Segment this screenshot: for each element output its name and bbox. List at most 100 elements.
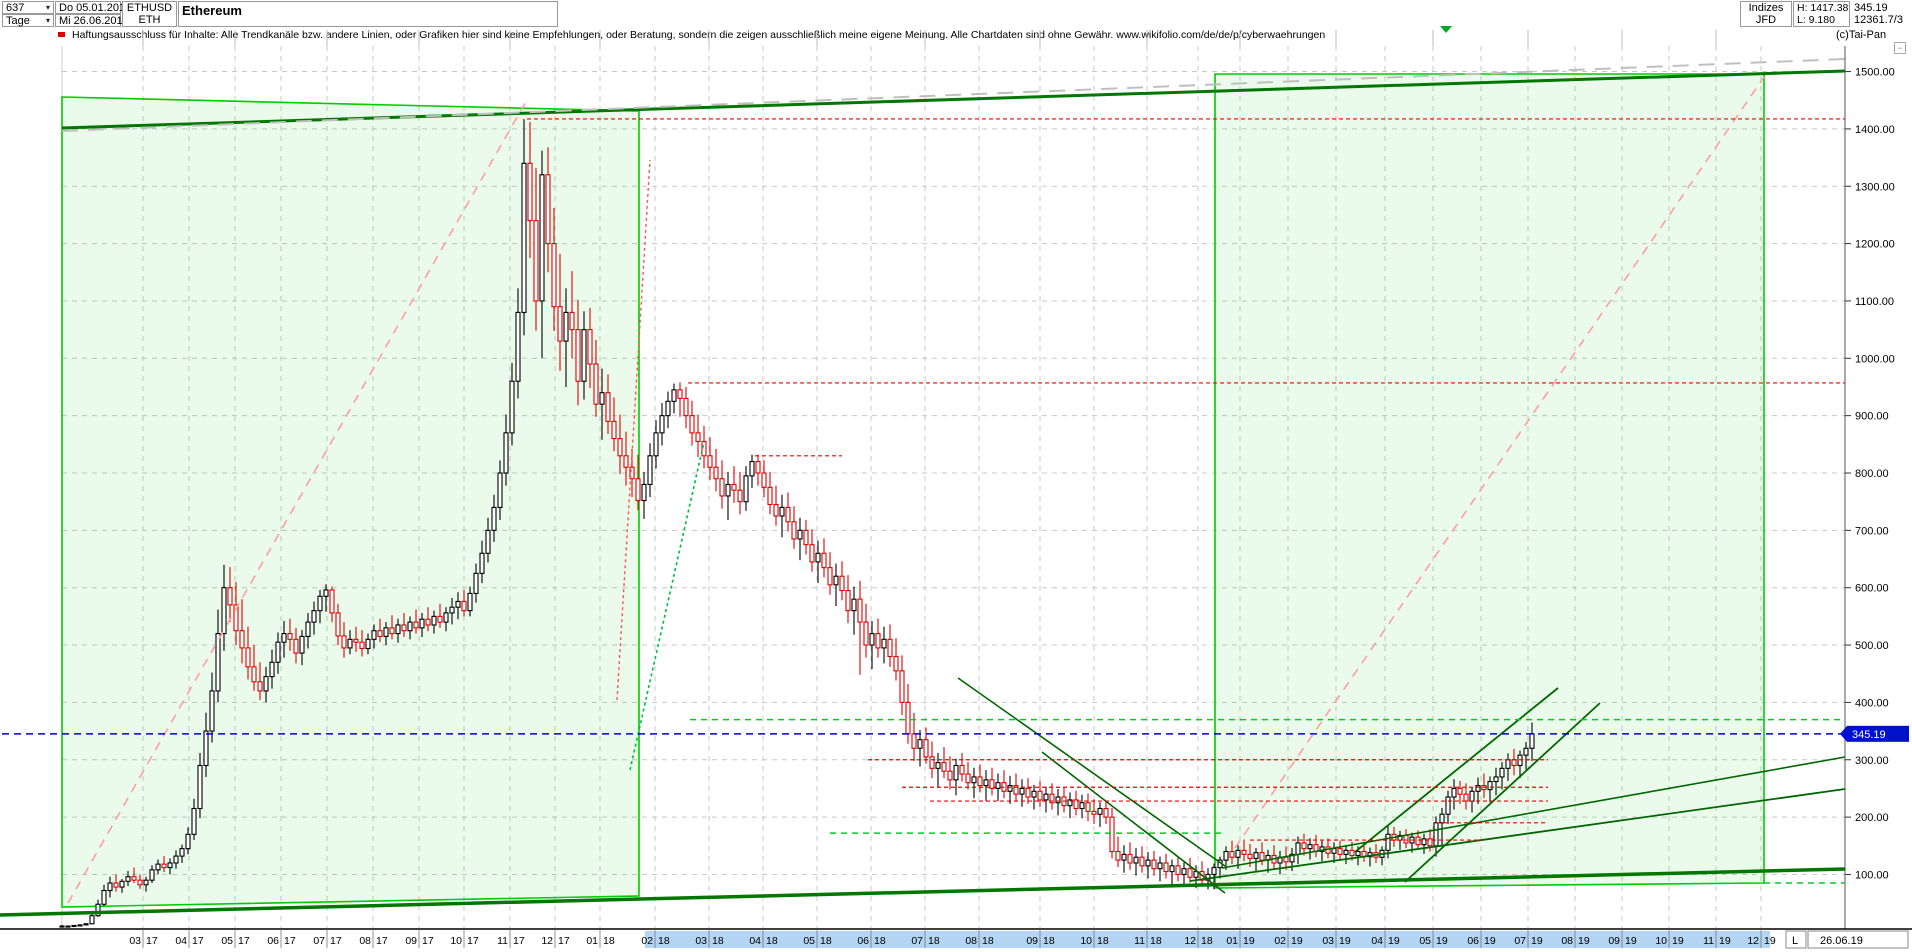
svg-text:19: 19 xyxy=(1484,935,1496,947)
svg-text:01: 01 xyxy=(586,935,598,947)
rally-2017-dashed xyxy=(67,97,529,904)
red-marker-icon xyxy=(58,32,65,37)
svg-text:1100.00: 1100.00 xyxy=(1855,296,1894,308)
date-range-highlight xyxy=(645,931,1770,948)
svg-text:03: 03 xyxy=(129,935,141,947)
svg-text:18: 18 xyxy=(928,935,940,947)
high-low-cell: H: 1417.38 L: 9.180 xyxy=(1793,1,1850,27)
svg-text:11: 11 xyxy=(1703,935,1714,947)
svg-text:700.00: 700.00 xyxy=(1855,525,1889,537)
descending-channel-upper xyxy=(957,677,1226,867)
svg-text:18: 18 xyxy=(658,935,670,947)
svg-text:03: 03 xyxy=(1322,935,1334,947)
svg-text:1200.00: 1200.00 xyxy=(1855,239,1895,251)
svg-text:18: 18 xyxy=(766,935,778,947)
svg-text:17: 17 xyxy=(376,935,388,947)
svg-text:12: 12 xyxy=(1184,935,1196,947)
svg-text:19: 19 xyxy=(1436,935,1448,947)
svg-text:02: 02 xyxy=(1274,935,1286,947)
svg-text:07: 07 xyxy=(911,935,923,947)
rising-support-1 xyxy=(1189,788,1846,882)
long-term-support xyxy=(0,867,1846,917)
candlesticks xyxy=(59,119,1535,928)
svg-text:600.00: 600.00 xyxy=(1855,583,1889,595)
svg-text:17: 17 xyxy=(558,935,570,947)
svg-text:100.00: 100.00 xyxy=(1855,869,1889,881)
svg-text:300.00: 300.00 xyxy=(1855,755,1889,767)
current-price-badge: 345.19 xyxy=(1840,725,1909,742)
svg-text:05: 05 xyxy=(221,935,233,947)
svg-text:04: 04 xyxy=(749,935,761,947)
bars-count-value: 637 xyxy=(6,1,25,14)
svg-text:19: 19 xyxy=(1243,935,1255,947)
svg-text:17: 17 xyxy=(238,935,250,947)
rally-projection-2019 xyxy=(1234,76,1765,849)
chevron-down-icon: ▾ xyxy=(45,3,50,12)
svg-text:18: 18 xyxy=(1097,935,1109,947)
rising-support-2 xyxy=(1221,756,1846,869)
trendlines xyxy=(0,58,1846,917)
svg-text:1500.00: 1500.00 xyxy=(1855,67,1895,79)
svg-text:04: 04 xyxy=(1371,935,1383,947)
svg-text:07: 07 xyxy=(313,935,325,947)
june-channel-lower xyxy=(1404,702,1601,883)
svg-text:05: 05 xyxy=(803,935,815,947)
copyright-label: (c)Tai-Pan xyxy=(1836,29,1887,41)
svg-text:18: 18 xyxy=(820,935,832,947)
svg-text:18: 18 xyxy=(1201,935,1213,947)
date-from-field[interactable]: Do 05.01.2017 xyxy=(55,1,131,14)
svg-text:800.00: 800.00 xyxy=(1855,468,1889,480)
svg-text:19: 19 xyxy=(1291,935,1303,947)
last-date-footer: L 26.06.19 xyxy=(1785,930,1909,949)
svg-text:1400.00: 1400.00 xyxy=(1855,124,1895,136)
svg-text:06: 06 xyxy=(267,935,279,947)
last-price: 345.19 xyxy=(1854,2,1888,14)
svg-text:12: 12 xyxy=(541,935,553,947)
svg-text:17: 17 xyxy=(146,935,158,947)
svg-text:04: 04 xyxy=(175,935,187,947)
svg-text:01: 01 xyxy=(1226,935,1238,947)
symbol-code: ETHUSD xyxy=(126,2,173,14)
svg-text:06: 06 xyxy=(1467,935,1479,947)
svg-text:19: 19 xyxy=(1339,935,1351,947)
last-date: 26.06.19 xyxy=(1820,935,1863,947)
minimize-icon[interactable]: − xyxy=(1894,42,1906,54)
period-low: L: 9.180 xyxy=(1797,14,1835,26)
period-dropdown[interactable]: Tage ▾ xyxy=(2,14,54,27)
trend-channel-boxes xyxy=(61,73,1765,908)
svg-text:345.19: 345.19 xyxy=(1852,729,1886,741)
svg-text:08: 08 xyxy=(1561,935,1573,947)
svg-text:06: 06 xyxy=(857,935,869,947)
svg-text:10: 10 xyxy=(1655,935,1667,947)
gray-projection xyxy=(61,58,1846,132)
svg-text:900.00: 900.00 xyxy=(1855,411,1889,423)
period-value: Tage xyxy=(6,14,30,27)
svg-text:11: 11 xyxy=(1134,935,1145,947)
svg-text:1000.00: 1000.00 xyxy=(1855,353,1895,365)
svg-text:07: 07 xyxy=(1514,935,1526,947)
last-values-cell: 345.19 12361.7/3 xyxy=(1851,1,1911,27)
svg-text:02: 02 xyxy=(641,935,653,947)
date-from-value: Do 05.01.2017 xyxy=(59,1,132,14)
descending-channel-lower xyxy=(1041,751,1226,894)
market-group-cell: Indizes JFD xyxy=(1740,1,1792,27)
svg-text:19: 19 xyxy=(1388,935,1400,947)
price-levels xyxy=(2,118,1845,884)
svg-text:19: 19 xyxy=(1719,935,1731,947)
svg-text:03: 03 xyxy=(695,935,707,947)
svg-text:17: 17 xyxy=(513,935,525,947)
bars-count-dropdown[interactable]: 637 ▾ xyxy=(2,1,54,14)
symbol-cell: ETHUSD ETH xyxy=(122,1,177,27)
secondary-value: 12361.7/3 xyxy=(1854,14,1903,26)
disclaimer-text: Haftungsausschluss für Inhalte: Alle Tre… xyxy=(72,29,1326,41)
svg-text:10: 10 xyxy=(1080,935,1092,947)
svg-text:18: 18 xyxy=(1043,935,1055,947)
symbol-short: ETH xyxy=(138,14,161,26)
svg-text:09: 09 xyxy=(1026,935,1038,947)
svg-text:18: 18 xyxy=(874,935,886,947)
date-to-field[interactable]: Mi 26.06.2019 xyxy=(55,14,129,27)
svg-text:10: 10 xyxy=(450,935,462,947)
svg-text:400.00: 400.00 xyxy=(1855,697,1889,709)
svg-text:17: 17 xyxy=(467,935,479,947)
